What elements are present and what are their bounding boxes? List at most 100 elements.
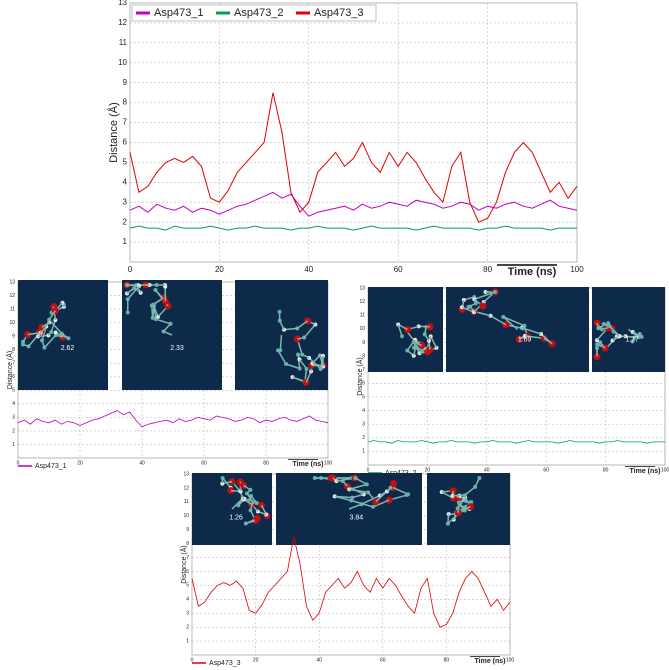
bond	[308, 357, 322, 370]
y-axis-label: Distance (Å)	[107, 102, 120, 163]
bond	[319, 355, 324, 370]
bond	[48, 319, 63, 335]
bond	[361, 494, 381, 505]
y-tick-label: 2	[186, 624, 189, 630]
bond	[413, 342, 421, 354]
y-tick-label: 2	[123, 217, 128, 226]
x-tick-label: 80	[483, 265, 492, 274]
x-label-bar	[470, 656, 500, 657]
y-tick-label: 1	[362, 449, 365, 455]
bond	[348, 503, 362, 510]
bond	[155, 318, 171, 325]
bond	[540, 333, 553, 345]
y-tick-label: 13	[359, 285, 365, 291]
bond	[127, 285, 140, 300]
series-line	[367, 440, 665, 444]
y-tick-label: 8	[186, 541, 189, 547]
y-tick-label: 5	[123, 157, 128, 166]
molecule-image	[276, 473, 422, 545]
bond	[50, 319, 57, 333]
atom	[53, 330, 58, 335]
bond	[151, 305, 154, 318]
atom	[479, 302, 487, 310]
bond	[461, 306, 475, 313]
bond	[430, 336, 438, 349]
atom	[477, 476, 482, 480]
molecule-image	[18, 280, 108, 390]
y-tick-label: 3	[12, 415, 15, 421]
bond	[285, 363, 300, 370]
bond	[334, 495, 353, 499]
legend-label: Asp473_1	[154, 7, 204, 19]
atom	[390, 479, 398, 487]
y-axis-label: Distance (Å)	[179, 545, 188, 584]
distance-label: 3.84	[349, 514, 363, 521]
x-tick-label: 40	[316, 657, 322, 663]
y-tick-label: 8	[362, 353, 365, 359]
distance-label: 2.33	[170, 345, 184, 352]
bond	[296, 320, 309, 330]
x-label-bar	[497, 264, 557, 266]
bond	[351, 499, 374, 508]
y-tick-label: 3	[186, 611, 189, 617]
plot-area	[129, 2, 578, 263]
x-tick-label: 0	[17, 460, 20, 466]
y-tick-label: 1	[12, 442, 15, 448]
y-tick-label: 8	[123, 98, 128, 107]
molecule-image	[192, 473, 272, 545]
y-tick-label: 1	[186, 638, 189, 644]
y-tick-label: 4	[362, 408, 365, 414]
legend-label: Asp473_3	[209, 660, 241, 667]
y-tick-label: 7	[186, 555, 189, 561]
y-tick-label: 3	[362, 421, 365, 427]
y-tick-label: 10	[118, 58, 127, 67]
x-tick-label: 0	[191, 657, 194, 663]
x-axis-label: Time (ns)	[508, 266, 557, 278]
bond	[37, 321, 50, 337]
x-tick-label: 100	[570, 265, 584, 274]
atom	[125, 310, 130, 315]
x-label-bar	[288, 459, 318, 460]
x-tick-label: 40	[304, 265, 313, 274]
legend-box	[131, 4, 377, 22]
x-tick-label: 20	[215, 265, 224, 274]
bond	[222, 477, 232, 489]
bond	[474, 291, 496, 301]
y-tick-label: 10	[359, 326, 365, 332]
y-tick-label: 9	[123, 78, 128, 87]
y-tick-label: 6	[123, 138, 128, 147]
x-tick-label: 80	[603, 467, 609, 473]
bond	[349, 488, 369, 494]
atom	[253, 514, 261, 522]
y-tick-label: 4	[123, 177, 128, 186]
distance-label: 1.26	[229, 514, 243, 521]
y-tick-label: 6	[186, 569, 189, 575]
y-tick-label: 13	[9, 279, 15, 285]
x-tick-label: 0	[367, 467, 370, 473]
bond	[152, 304, 159, 318]
molecule-image	[235, 280, 328, 390]
x-tick-label: 20	[253, 657, 259, 663]
y-tick-label: 11	[360, 313, 365, 319]
bond	[349, 483, 368, 491]
legend-label: Asp473_2	[234, 7, 284, 19]
y-tick-label: 9	[186, 527, 189, 533]
x-tick-label: 80	[263, 460, 269, 466]
bond	[502, 316, 525, 327]
y-tick-label: 5	[362, 394, 365, 400]
legend-label: Asp473_3	[314, 7, 364, 19]
y-tick-label: 10	[183, 513, 189, 519]
y-tick-label: 13	[118, 0, 127, 7]
y-tick-label: 10	[9, 320, 15, 326]
x-axis-label: Time (ns)	[475, 658, 506, 665]
y-tick-label: 9	[12, 333, 15, 339]
bond	[397, 324, 403, 337]
series-line	[17, 410, 329, 428]
x-tick-label: 80	[444, 657, 450, 663]
legend-label: Asp473_1	[35, 463, 67, 470]
series-line	[129, 191, 578, 217]
bond	[55, 331, 69, 339]
y-tick-label: 11	[184, 499, 189, 505]
y-tick-label: 6	[362, 381, 365, 387]
